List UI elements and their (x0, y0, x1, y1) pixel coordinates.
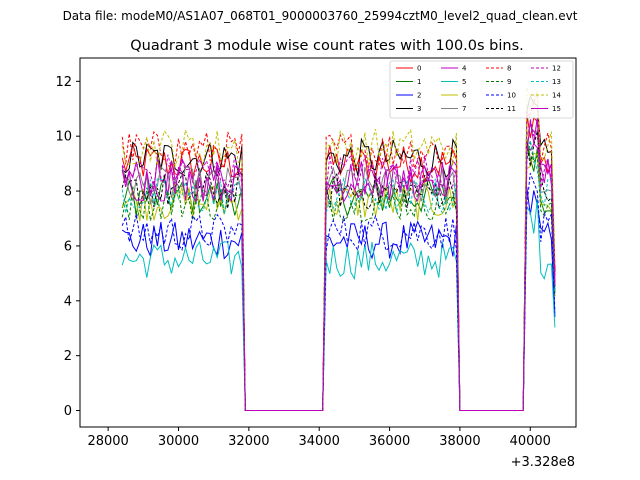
x-tick-label: 30000 (158, 434, 199, 449)
legend-label-11: 11 (507, 105, 516, 113)
legend-label-0: 0 (417, 65, 421, 73)
legend-label-6: 6 (462, 92, 467, 100)
x-tick-label: 28000 (87, 434, 128, 449)
chart-title: Quadrant 3 module wise count rates with … (130, 38, 524, 54)
legend-label-12: 12 (552, 65, 561, 73)
y-tick-label: 0 (64, 404, 72, 419)
legend-label-15: 15 (552, 105, 561, 113)
y-tick-label: 8 (64, 185, 72, 200)
legend-label-10: 10 (507, 92, 516, 100)
x-tick-label: 38000 (439, 434, 480, 449)
x-offset-label: +3.328e8 (511, 455, 575, 470)
series-line-12 (121, 110, 556, 411)
chart-suptitle: Data file: modeM0/AS1A07_068T01_90000037… (63, 9, 578, 23)
y-tick-label: 12 (55, 75, 72, 90)
series-line-15 (121, 120, 556, 411)
series-line-9 (121, 140, 556, 411)
y-tick-label: 6 (64, 239, 72, 254)
x-tick-label: 34000 (299, 434, 340, 449)
series-line-5 (121, 198, 556, 411)
legend-label-1: 1 (417, 78, 421, 86)
x-tick-label: 40000 (510, 434, 551, 449)
series-line-13 (121, 140, 556, 411)
legend-label-9: 9 (507, 78, 511, 86)
y-axis: 0 2 4 6 8 10 12 (55, 75, 80, 419)
legend-label-5: 5 (462, 78, 466, 86)
series-line-2 (121, 187, 556, 411)
x-tick-label: 32000 (228, 434, 269, 449)
x-tick-label: 36000 (369, 434, 410, 449)
series-layer (121, 87, 556, 411)
y-tick-label: 10 (55, 130, 72, 145)
series-line-7 (121, 123, 556, 411)
legend-frame (389, 60, 574, 119)
series-line-0 (121, 112, 556, 411)
legend-label-7: 7 (462, 105, 466, 113)
legend-label-2: 2 (417, 92, 421, 100)
x-axis: 28000 30000 32000 34000 36000 38000 40000 (87, 427, 551, 449)
legend-label-13: 13 (552, 78, 561, 86)
series-line-14 (121, 87, 556, 411)
legend-label-3: 3 (417, 105, 421, 113)
series-line-8 (121, 91, 556, 411)
y-tick-label: 4 (64, 294, 72, 309)
legend-label-14: 14 (552, 92, 561, 100)
legend-label-4: 4 (462, 65, 467, 73)
y-tick-label: 2 (64, 349, 72, 364)
series-line-10 (121, 173, 556, 411)
legend-label-8: 8 (507, 65, 511, 73)
plot-frame (79, 57, 577, 428)
